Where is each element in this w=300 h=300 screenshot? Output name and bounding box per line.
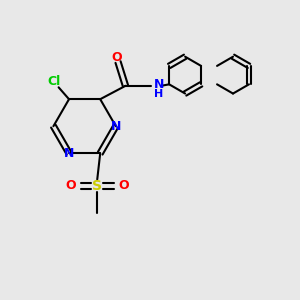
Text: Cl: Cl [47,75,61,88]
Text: O: O [66,179,76,192]
Text: S: S [92,179,102,193]
Text: H: H [154,89,164,99]
Text: N: N [111,120,121,133]
Text: O: O [111,51,122,64]
Text: O: O [118,179,129,192]
Text: N: N [154,78,165,91]
Text: N: N [64,147,74,160]
